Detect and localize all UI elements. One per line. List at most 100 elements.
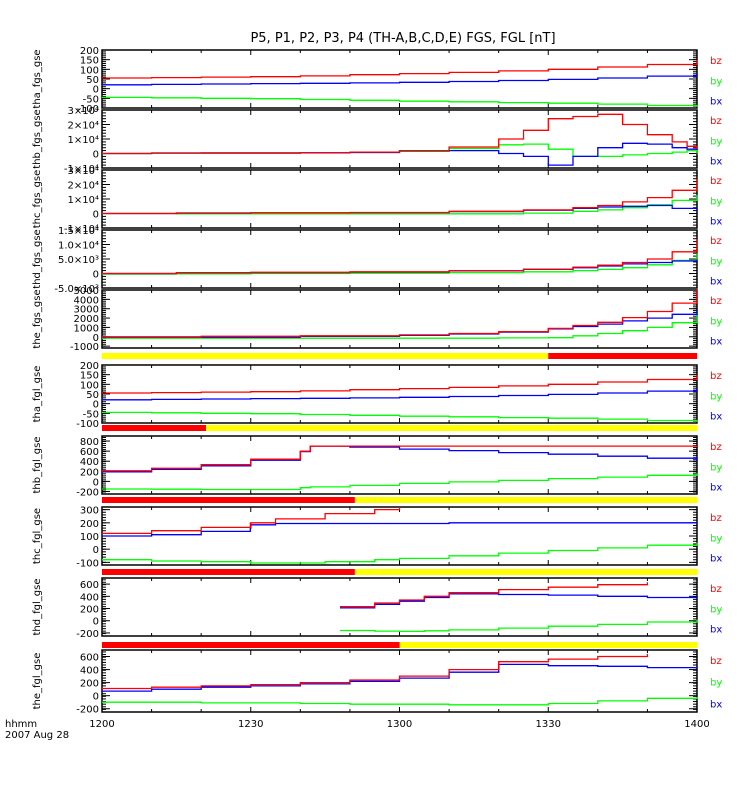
series-by-line [102, 312, 698, 339]
y-tick-label: 600 [80, 653, 99, 664]
y-tick-label: -50 [83, 94, 99, 105]
legend-bz: bz [710, 371, 722, 382]
series-by-line [102, 194, 698, 215]
legend-bx: bx [710, 277, 722, 288]
series-bz-line [102, 507, 401, 535]
y-tick-label: -1×10⁴ [64, 224, 99, 235]
y-tick-label: 100 [80, 532, 99, 543]
y-axis-label: tha_fgs_gse [32, 49, 43, 108]
legend-bz: bz [710, 116, 722, 127]
legend-bx: bx [710, 483, 722, 494]
legend-bz: bz [710, 584, 722, 595]
x-axis: hhmm 2007 Aug 28 1200 1230 1300 1330 1400 [5, 719, 710, 741]
state-bar-segment [548, 353, 697, 359]
y-tick-label: -200 [76, 705, 99, 716]
y-tick-label: 50 [86, 75, 99, 86]
y-tick-label: 0 [93, 477, 99, 488]
y-tick-label: -200 [76, 629, 99, 640]
y-tick-label: 200 [80, 467, 99, 478]
state-bar-segment [102, 497, 355, 503]
y-tick-label: -100 [76, 104, 99, 115]
panel-thb_fgs_gse: 3×10⁴ 2×10⁴ 1×10⁴ 0 -1×10⁴ thb_fgs_gse bz by bx [32, 106, 722, 175]
legend-by: by [710, 391, 722, 402]
y-axis-label: thb_fgl_gse [32, 437, 43, 494]
state-bar-segment [206, 425, 697, 431]
series-by-line [340, 619, 698, 633]
y-tick-label: 150 [80, 56, 99, 67]
series-bx-line [340, 593, 698, 609]
y-axis-label: the_fgs_gse [32, 289, 43, 348]
legend-by: by [710, 678, 722, 689]
y-tick-label: 200 [80, 679, 99, 690]
legend-bx: bx [710, 97, 722, 108]
legend-by: by [710, 136, 722, 147]
y-tick-label: 3000 [74, 305, 99, 316]
y-tick-label: 3×10⁴ [68, 106, 99, 117]
legend-by: by [710, 604, 722, 615]
x-tick-label: 1400 [684, 719, 709, 730]
series-bx-line [102, 73, 698, 86]
y-axis-label: the_fgl_gse [32, 653, 43, 710]
y-tick-label: 0 [93, 85, 99, 96]
y-tick-label: 5000 [74, 286, 99, 297]
y-tick-label: 400 [80, 592, 99, 603]
series-bz-line [102, 290, 698, 338]
series-bz-line [102, 445, 697, 472]
legend-bx: bx [710, 412, 722, 423]
y-tick-label: 2×10⁴ [68, 181, 99, 192]
y-axis-label: thc_fgs_gse [32, 170, 43, 229]
legend-bz: bz [710, 656, 722, 667]
legend-bx: bx [710, 625, 722, 636]
y-tick-label: 0 [93, 210, 99, 221]
y-tick-label: 800 [80, 437, 99, 448]
state-bar-segment [399, 642, 697, 648]
series-bx-line [102, 522, 697, 537]
panel-thd_fgs_gse: 1.5×10⁴ 1.0×10⁴ 5.0×10³ 0 -5.0×10³ thd_fgs_gs… [32, 226, 722, 295]
state-bar-segment [102, 425, 207, 431]
x-tick-label: 1230 [238, 719, 263, 730]
state-bars [102, 353, 697, 648]
state-bar-segment [102, 569, 355, 575]
legend-bz: bz [710, 176, 722, 187]
y-tick-label: 200 [80, 361, 99, 372]
y-tick-label: 2000 [74, 314, 99, 325]
panel-thc_fgl_gse: 300 200 100 0 -100 thc_fgl_gse bz by bx [32, 506, 722, 570]
y-tick-label: 1×10⁴ [68, 195, 99, 206]
series-by-line [102, 542, 698, 564]
series-by-line [102, 697, 698, 706]
series-bz-line [102, 178, 698, 215]
y-tick-label: 100 [80, 380, 99, 391]
series-by-line [102, 96, 698, 107]
chart-title: P5, P1, P2, P3, P4 (TH-A,B,C,D,E) FGS, F… [250, 31, 555, 46]
y-tick-label: -5.0×10³ [54, 284, 99, 295]
series-bz-line [102, 238, 698, 275]
y-tick-label: 0 [93, 270, 99, 281]
y-tick-label: -1000 [70, 342, 99, 353]
y-tick-label: 1×10⁴ [68, 135, 99, 146]
y-tick-label: -100 [76, 419, 99, 430]
series-by-line [102, 411, 698, 422]
series-bz-line [340, 582, 649, 608]
x-tick-label: 1330 [536, 719, 561, 730]
legend-by: by [710, 256, 722, 267]
y-tick-label: 0 [93, 692, 99, 703]
legend-bz: bz [710, 56, 722, 67]
y-tick-label: -1×10⁴ [64, 164, 99, 175]
series-by-line [102, 253, 698, 275]
y-axis-label: thd_fgs_gse [32, 229, 43, 288]
y-tick-label: 0 [93, 617, 99, 628]
y-tick-label: 200 [80, 519, 99, 530]
y-tick-label: 2×10⁴ [68, 121, 99, 132]
legend-bz: bz [710, 513, 722, 524]
state-bar-segment [354, 497, 697, 503]
legend-bx: bx [710, 554, 722, 565]
y-axis-label: thd_fgl_gse [32, 579, 43, 636]
x-axis-label-date: 2007 Aug 28 [5, 730, 69, 741]
y-tick-label: 300 [80, 506, 99, 517]
y-tick-label: 600 [80, 580, 99, 591]
